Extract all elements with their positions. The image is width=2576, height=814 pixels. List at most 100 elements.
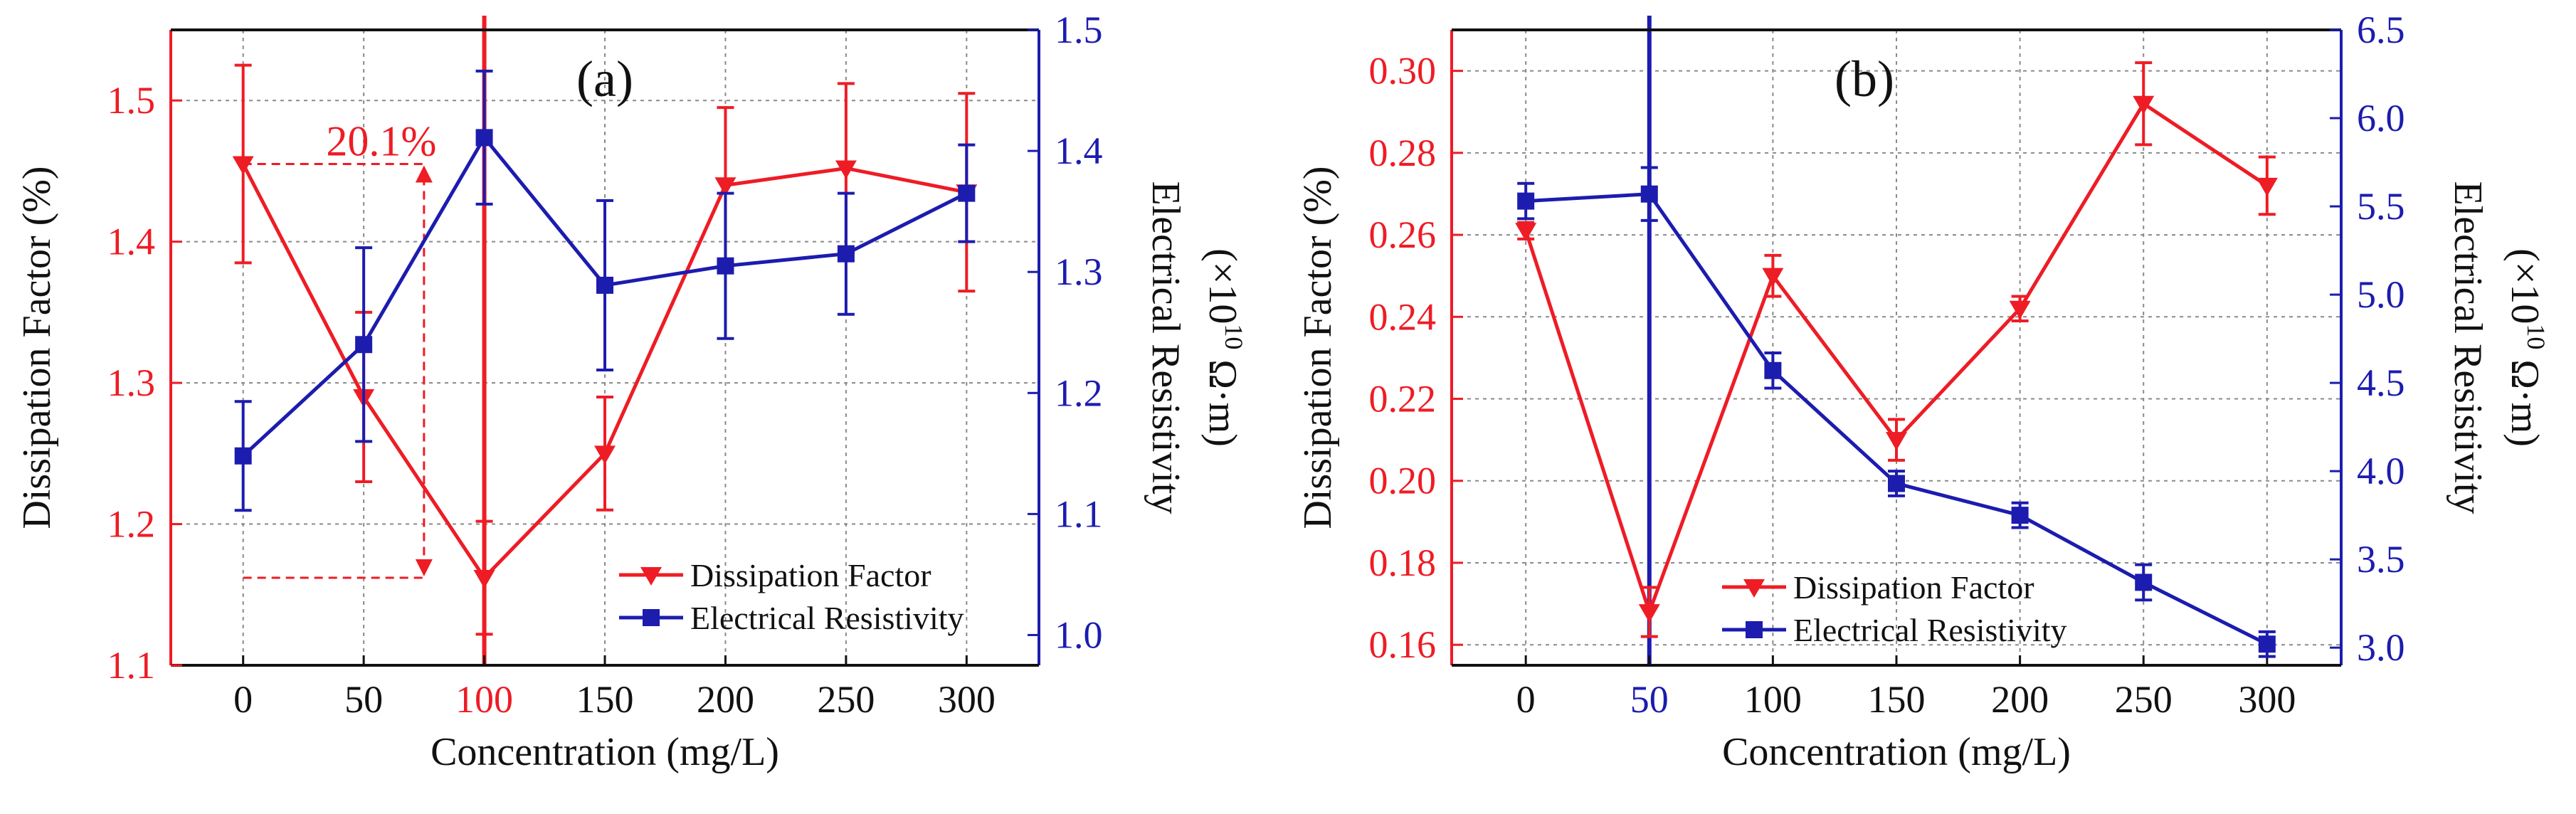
- x-tick-label: 300: [938, 678, 996, 721]
- x-tick-label: 150: [1868, 678, 1926, 721]
- data-point-triangle: [835, 160, 857, 179]
- data-point-triangle: [2133, 95, 2155, 115]
- x-tick-label: 50: [344, 678, 383, 721]
- right-y-tick-label: 1.0: [1055, 613, 1103, 656]
- data-point-triangle: [1638, 604, 1660, 623]
- left-y-tick-label: 1.5: [107, 79, 156, 122]
- x-tick-label: 150: [576, 678, 634, 721]
- x-tick-label: 100: [455, 678, 513, 721]
- x-tick-label: 200: [1991, 678, 2049, 721]
- x-tick-label: 100: [1744, 678, 1802, 721]
- left-y-tick-label: 0.30: [1369, 50, 1437, 92]
- data-point-square: [2011, 507, 2029, 524]
- right-y-tick-label: 1.1: [1055, 492, 1103, 535]
- data-point-square: [2258, 635, 2276, 653]
- data-point-square: [837, 245, 855, 263]
- left-axis-title: Dissipation Factor (%): [1296, 166, 1340, 529]
- right-y-tick-label: 6.5: [2357, 9, 2405, 51]
- x-tick-label: 250: [817, 678, 875, 721]
- right-axis-title: Electrical Resistivity: [1144, 181, 1188, 514]
- legend-marker-square: [1746, 621, 1763, 638]
- panel-label: (b): [1835, 51, 1894, 107]
- legend-label: Electrical Resistivity: [1793, 612, 2067, 648]
- data-point-square: [1517, 192, 1535, 210]
- series-dissipation-factor: [1515, 61, 2278, 638]
- data-point-square: [1888, 475, 1905, 492]
- axes: 0 50 100 150 200 250 300 1.1 1.2 1.3 1.4 1.5 1.0 1.1 1…: [107, 9, 1103, 721]
- right-y-tick-label: 3.0: [2357, 626, 2405, 669]
- legend: Dissipation Factor Electrical Resistivity: [619, 557, 964, 636]
- right-y-tick-label: 1.5: [1055, 9, 1103, 51]
- chart-panel-a: 0 50 100 150 200 250 300 1.1 1.2 1.3 1.4 1.5 1.0 1.1 1…: [15, 9, 1248, 774]
- series-electrical-resistivity: [234, 69, 976, 512]
- left-y-tick-label: 1.2: [107, 503, 156, 546]
- unit-exponent: 10: [1220, 324, 1248, 349]
- data-point-triangle: [2256, 177, 2278, 196]
- x-tick-label: 200: [697, 678, 754, 721]
- data-point-triangle: [594, 445, 616, 465]
- legend-label: Dissipation Factor: [690, 557, 931, 593]
- right-y-tick-label: 4.0: [2357, 450, 2405, 492]
- data-point-triangle: [473, 569, 495, 588]
- data-point-square: [958, 184, 976, 202]
- right-y-tick-label: 1.4: [1055, 130, 1103, 172]
- data-point-square: [475, 129, 493, 147]
- data-point-square: [1640, 185, 1658, 203]
- legend-label: Dissipation Factor: [1793, 569, 2034, 606]
- x-axis-title: Concentration (mg/L): [1722, 730, 2071, 774]
- data-point-triangle: [1515, 223, 1537, 242]
- data-point-triangle: [714, 177, 737, 196]
- x-tick-label: 0: [233, 678, 253, 721]
- chart-panel-b: 0 50 100 150 200 250 300 0.16 0.18 0.20 0.22 0.24 0.…: [1296, 9, 2550, 774]
- left-y-tick-label: 0.24: [1369, 295, 1437, 338]
- annotation-arrowhead-up: [415, 165, 433, 183]
- right-y-tick-label: 1.2: [1055, 371, 1103, 414]
- unit-exponent: 10: [2522, 324, 2550, 349]
- left-y-tick-label: 1.4: [107, 221, 156, 263]
- left-y-tick-label: 0.26: [1369, 213, 1437, 256]
- data-point-square: [2135, 574, 2153, 591]
- data-point-triangle: [1762, 268, 1784, 287]
- unit-suffix: Ω·m): [1200, 349, 1245, 446]
- legend-marker-triangle: [640, 567, 662, 586]
- unit-prefix: (×10: [1200, 248, 1245, 324]
- right-y-tick-label: 1.3: [1055, 250, 1103, 293]
- data-point-triangle: [1886, 432, 1907, 451]
- legend-marker-square: [643, 609, 660, 626]
- left-y-tick-label: 0.28: [1369, 132, 1437, 174]
- annotation-label: 20.1%: [326, 118, 436, 165]
- right-y-tick-label: 5.0: [2357, 273, 2405, 316]
- legend-marker-triangle: [1743, 579, 1765, 598]
- x-axis-title: Concentration (mg/L): [431, 730, 779, 774]
- data-point-square: [355, 336, 373, 354]
- left-y-tick-label: 0.20: [1369, 460, 1437, 502]
- right-axis-unit: (×1010 Ω·m): [2503, 248, 2550, 447]
- x-tick-label: 300: [2238, 678, 2296, 721]
- series-electrical-resistivity: [1517, 166, 2276, 658]
- x-tick-label: 50: [1630, 678, 1669, 721]
- legend-label: Electrical Resistivity: [690, 600, 964, 636]
- annotation-arrowhead-down: [415, 559, 433, 576]
- left-axis-title: Dissipation Factor (%): [15, 166, 59, 529]
- legend: Dissipation Factor Electrical Resistivity: [1722, 569, 2067, 648]
- right-y-tick-label: 5.5: [2357, 185, 2405, 228]
- right-y-tick-label: 4.5: [2357, 361, 2405, 404]
- unit-prefix: (×10: [2503, 248, 2547, 324]
- data-point-square: [234, 447, 252, 465]
- right-axis-title: Electrical Resistivity: [2446, 181, 2490, 514]
- data-point-square: [717, 257, 734, 275]
- data-point-square: [596, 276, 613, 294]
- data-point-square: [1764, 361, 1782, 379]
- left-y-tick-label: 0.16: [1369, 623, 1437, 666]
- right-y-tick-label: 6.0: [2357, 97, 2405, 139]
- panel-label: (a): [576, 51, 633, 107]
- axes: 0 50 100 150 200 250 300 0.16 0.18 0.20 0.22 0.24 0.…: [1369, 9, 2405, 721]
- data-point-triangle: [232, 156, 254, 175]
- right-y-tick-label: 3.5: [2357, 538, 2405, 581]
- right-axis-unit: (×1010 Ω·m): [1200, 248, 1248, 447]
- x-tick-label: 0: [1516, 678, 1536, 721]
- x-tick-label: 250: [2115, 678, 2173, 721]
- unit-suffix: Ω·m): [2503, 349, 2547, 446]
- left-y-tick-label: 0.18: [1369, 541, 1437, 584]
